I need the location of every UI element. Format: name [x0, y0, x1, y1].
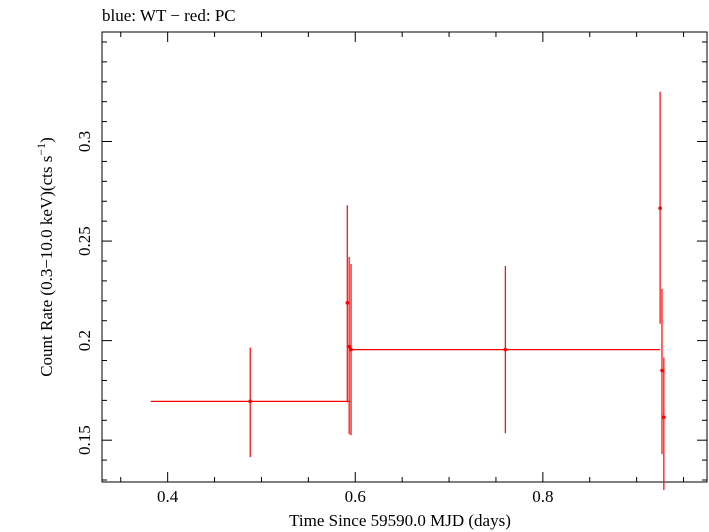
y-tick-label: 0.3 [75, 131, 94, 152]
y-tick-label: 0.15 [75, 425, 94, 455]
y-axis-label-main: Count Rate (0.3−10.0 keV)(cts s [37, 156, 56, 377]
axis-ticks [102, 32, 707, 482]
y-axis-label: Count Rate (0.3−10.0 keV)(cts s−1) [34, 137, 56, 377]
plot-frame [101, 31, 708, 483]
y-tick-label: 0.25 [75, 226, 94, 256]
x-tick-label: 0.6 [345, 487, 366, 506]
x-tick-label: 0.4 [157, 487, 179, 506]
data-series [150, 91, 666, 490]
y-axis-label-superscript: −1 [34, 143, 48, 156]
data-point [660, 368, 664, 373]
y-tick-labels: 0.15 0.2 0.25 0.3 [75, 131, 94, 455]
data-point [662, 415, 666, 420]
data-point [658, 206, 662, 211]
chart-title: blue: WT − red: PC [102, 6, 236, 25]
series-pc [150, 91, 666, 490]
data-point [347, 344, 351, 349]
data-point [503, 347, 508, 352]
x-axis-label: Time Since 59590.0 MJD (days) [289, 511, 511, 530]
y-tick-label: 0.2 [75, 330, 94, 351]
y-axis-label-end: ) [37, 137, 56, 143]
data-point [248, 399, 253, 404]
x-tick-labels: 0.4 0.6 0.8 [157, 487, 553, 506]
x-tick-label: 0.8 [532, 487, 553, 506]
data-point [345, 300, 350, 305]
